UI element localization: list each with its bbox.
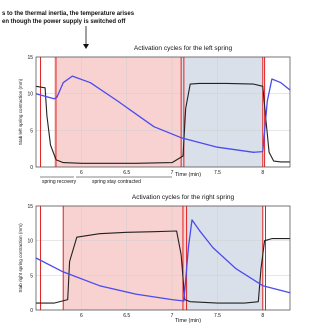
x-tick-label: 7 (171, 170, 174, 176)
phase-labels: spring recovery spring stay contracted (40, 176, 172, 185)
y-tick-label: 5 (30, 273, 33, 279)
y-tick-label: 10 (27, 239, 33, 245)
y-axis-label: Stab left spring contraction (mm) (18, 78, 23, 145)
y-axis-label: Stab right spring contraction (mm) (18, 223, 23, 293)
shaded-region-cooling (181, 57, 263, 167)
contraction-series-line (36, 230, 290, 304)
annotation-line2: en though the power supply is switched o… (2, 19, 126, 25)
x-tick-label: 6 (80, 313, 83, 319)
y-tick-label: 10 (27, 92, 33, 98)
y-tick-label: 15 (27, 204, 33, 210)
temperature-series-line (35, 75, 291, 153)
chart-title: Activation cycles for the right spring (132, 194, 235, 201)
shaded-region-heating (63, 206, 186, 310)
x-tick-label: 8 (261, 313, 264, 319)
x-tick-label: 6 (80, 170, 83, 176)
phase-label-spring-recovery: spring recovery (42, 179, 77, 185)
annotation-arrowhead (83, 44, 89, 49)
x-axis-label: Time (min) (175, 172, 201, 178)
x-tick-label: 7 (171, 313, 174, 319)
annotation-line1: s to the thermal inertia, the temperatur… (2, 11, 135, 17)
contraction-series-line (35, 82, 290, 164)
phase-label-spring-stay-contracted: spring stay contracted (92, 179, 141, 185)
y-tick-label: 5 (30, 128, 33, 134)
plot-frame (35, 205, 291, 311)
y-tick-label: 0 (30, 165, 33, 171)
temperature-series-line (35, 219, 291, 302)
y-tick-label: 0 (30, 308, 33, 314)
shaded-region-heating (54, 57, 182, 167)
chart-title: Activation cycles for the left spring (134, 45, 233, 52)
x-tick-label: 8 (261, 170, 264, 176)
x-tick-label: 7.5 (214, 170, 221, 176)
x-tick-label: 6.5 (123, 313, 130, 319)
x-axis-label: Time (min) (175, 318, 201, 324)
x-tick-label: 6.5 (123, 170, 130, 176)
x-tick-label: 7.5 (214, 313, 221, 319)
right-spring-panel: 6 6.5 7 7.5 8 0 5 10 15 Activation cycles for the… (18, 194, 291, 324)
y-tick-label: 15 (27, 55, 33, 61)
plot-frame (35, 56, 291, 168)
left-spring-panel: 6 6.5 7 7.5 8 0 5 10 15 Activation cycles for the… (18, 45, 291, 178)
